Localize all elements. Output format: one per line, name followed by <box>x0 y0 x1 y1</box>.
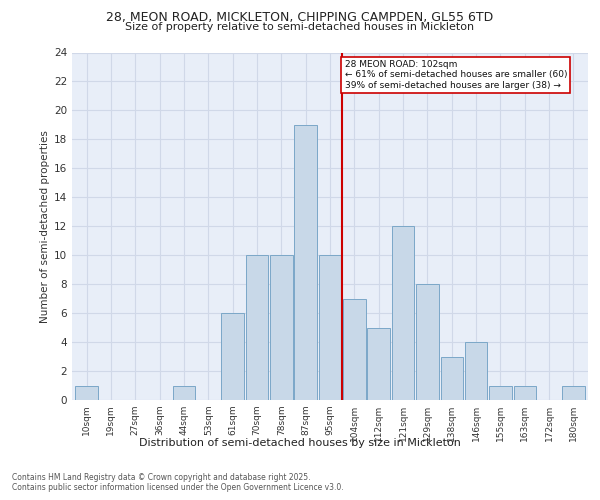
Bar <box>295 125 317 400</box>
Bar <box>562 386 584 400</box>
Bar <box>416 284 439 400</box>
Bar <box>319 255 341 400</box>
Text: 28 MEON ROAD: 102sqm
← 61% of semi-detached houses are smaller (60)
39% of semi-: 28 MEON ROAD: 102sqm ← 61% of semi-detac… <box>344 60 567 90</box>
Bar <box>76 386 98 400</box>
Bar <box>221 313 244 400</box>
Text: 28, MEON ROAD, MICKLETON, CHIPPING CAMPDEN, GL55 6TD: 28, MEON ROAD, MICKLETON, CHIPPING CAMPD… <box>106 11 494 24</box>
Bar <box>270 255 293 400</box>
Y-axis label: Number of semi-detached properties: Number of semi-detached properties <box>40 130 50 322</box>
Bar <box>489 386 512 400</box>
Text: Contains HM Land Registry data © Crown copyright and database right 2025.
Contai: Contains HM Land Registry data © Crown c… <box>12 472 344 492</box>
Bar <box>367 328 390 400</box>
Text: Size of property relative to semi-detached houses in Mickleton: Size of property relative to semi-detach… <box>125 22 475 32</box>
Bar <box>343 298 365 400</box>
Bar <box>246 255 268 400</box>
Bar <box>514 386 536 400</box>
Text: Distribution of semi-detached houses by size in Mickleton: Distribution of semi-detached houses by … <box>139 438 461 448</box>
Bar <box>173 386 195 400</box>
Bar <box>465 342 487 400</box>
Bar <box>440 356 463 400</box>
Bar <box>392 226 414 400</box>
